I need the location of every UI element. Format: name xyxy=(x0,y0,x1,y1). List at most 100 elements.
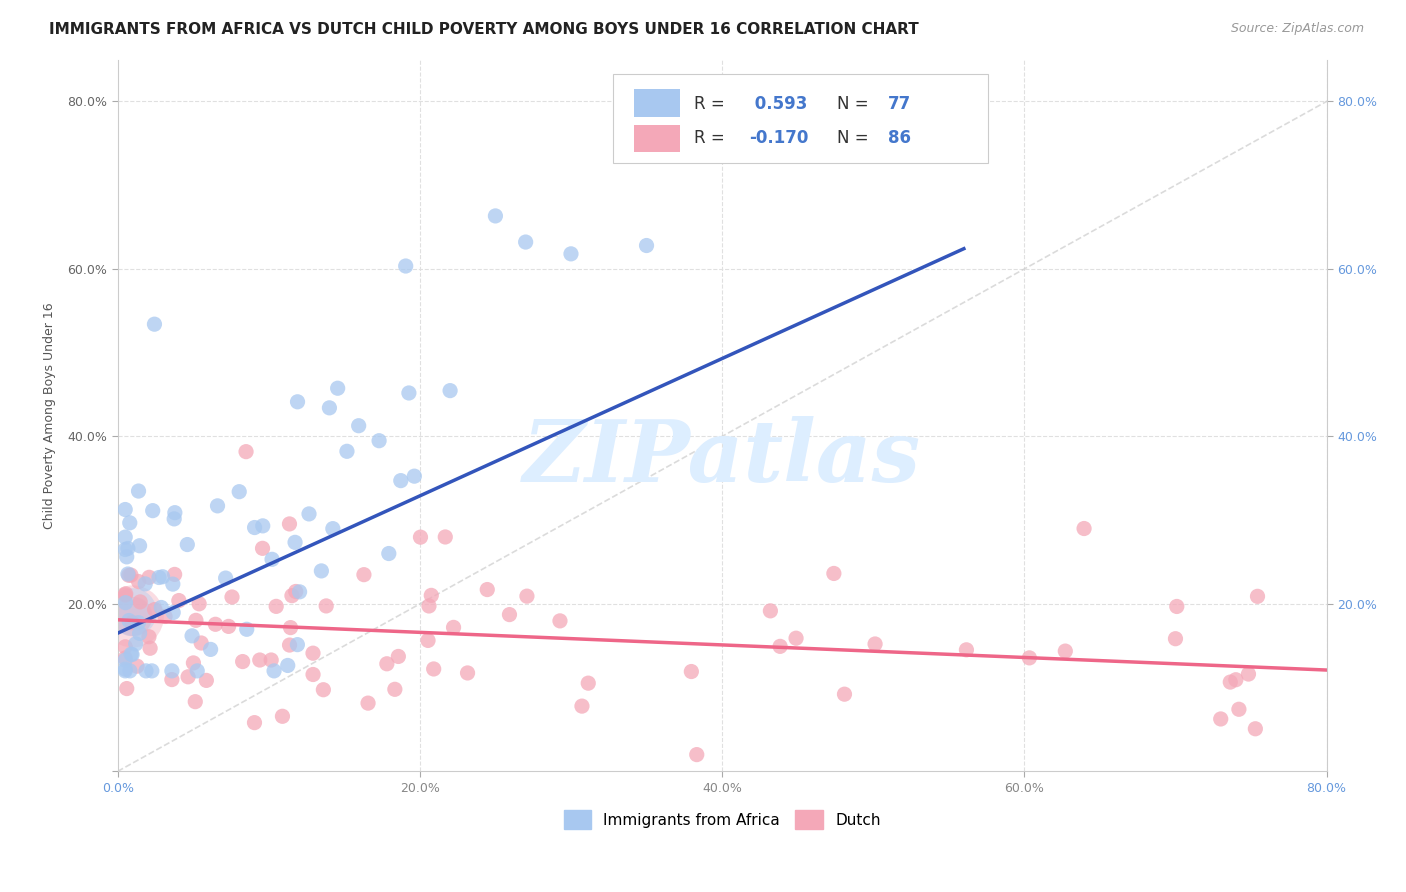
Point xyxy=(184,695,207,709)
Point xyxy=(260,653,283,667)
Point xyxy=(409,530,432,544)
Point xyxy=(150,600,173,615)
Point xyxy=(759,604,782,618)
Point xyxy=(1164,632,1187,646)
Point xyxy=(1219,675,1241,690)
Point xyxy=(118,568,141,582)
Point xyxy=(128,484,150,499)
Point xyxy=(125,637,148,651)
Point xyxy=(117,541,139,556)
Point xyxy=(302,646,325,660)
Point xyxy=(143,602,166,616)
Point xyxy=(252,519,274,533)
Point xyxy=(457,665,479,680)
Point xyxy=(1237,667,1260,681)
Point xyxy=(862,78,884,92)
Point xyxy=(263,664,285,678)
Point xyxy=(114,662,136,676)
Point xyxy=(120,647,142,661)
Point xyxy=(138,630,160,644)
Point xyxy=(160,664,183,678)
Point xyxy=(326,381,349,395)
Point xyxy=(117,567,139,582)
Point xyxy=(863,637,886,651)
Point xyxy=(281,589,304,603)
Point xyxy=(118,664,141,678)
Y-axis label: Child Poverty Among Boys Under 16: Child Poverty Among Boys Under 16 xyxy=(44,302,56,529)
Point xyxy=(686,747,709,762)
Point xyxy=(498,607,520,622)
Point xyxy=(243,715,266,730)
Point xyxy=(121,648,143,662)
Point xyxy=(389,474,412,488)
Point xyxy=(347,418,370,433)
Point xyxy=(118,614,141,628)
Point xyxy=(375,657,398,671)
Text: Source: ZipAtlas.com: Source: ZipAtlas.com xyxy=(1230,22,1364,36)
Point xyxy=(398,386,420,401)
Point xyxy=(322,522,344,536)
Point xyxy=(1054,644,1077,658)
Point xyxy=(288,584,311,599)
Point xyxy=(252,541,274,556)
Text: IMMIGRANTS FROM AFRICA VS DUTCH CHILD POVERTY AMONG BOYS UNDER 16 CORRELATION CH: IMMIGRANTS FROM AFRICA VS DUTCH CHILD PO… xyxy=(49,22,920,37)
Point xyxy=(167,593,190,607)
Point xyxy=(312,682,335,697)
Point xyxy=(114,653,136,667)
Point xyxy=(516,589,538,603)
Point xyxy=(184,613,207,627)
Point xyxy=(148,570,170,584)
Text: R =: R = xyxy=(695,95,730,112)
Text: ZIPatlas: ZIPatlas xyxy=(523,417,921,500)
Legend: Immigrants from Africa, Dutch: Immigrants from Africa, Dutch xyxy=(558,804,887,835)
Point xyxy=(221,590,243,604)
Text: R =: R = xyxy=(695,128,730,147)
Text: 0.593: 0.593 xyxy=(748,95,807,112)
Point xyxy=(128,539,150,553)
Point xyxy=(1018,651,1040,665)
Point xyxy=(422,662,444,676)
Point xyxy=(235,444,257,458)
Point xyxy=(249,653,271,667)
Point xyxy=(785,631,807,645)
Point xyxy=(636,78,658,92)
Point xyxy=(114,530,136,544)
Point xyxy=(284,584,307,599)
Point xyxy=(823,566,845,581)
Point xyxy=(298,507,321,521)
Point xyxy=(114,588,136,602)
Point xyxy=(163,567,186,582)
Point xyxy=(118,516,141,530)
Point xyxy=(786,87,808,101)
Point xyxy=(243,520,266,534)
Point xyxy=(384,682,406,697)
Point xyxy=(176,537,198,551)
Point xyxy=(681,665,703,679)
Point xyxy=(121,615,143,630)
Text: -0.170: -0.170 xyxy=(748,128,808,147)
Point xyxy=(143,317,166,331)
Point xyxy=(1246,590,1268,604)
Point xyxy=(311,564,333,578)
Point xyxy=(287,394,309,409)
Point xyxy=(264,599,287,614)
Point xyxy=(121,609,143,624)
Point xyxy=(115,549,138,564)
Point xyxy=(218,619,240,633)
Point xyxy=(336,444,359,458)
Point xyxy=(160,673,183,687)
Point xyxy=(115,681,138,696)
Point xyxy=(114,542,136,557)
FancyBboxPatch shape xyxy=(613,74,988,163)
Text: 86: 86 xyxy=(887,128,911,147)
Point xyxy=(893,78,915,92)
Point xyxy=(548,614,571,628)
Point xyxy=(235,622,257,636)
Point xyxy=(769,640,792,654)
Point xyxy=(195,673,218,688)
Point xyxy=(188,597,211,611)
Point xyxy=(284,535,307,549)
Point xyxy=(135,664,157,678)
Point xyxy=(484,209,506,223)
Text: 77: 77 xyxy=(887,95,911,112)
